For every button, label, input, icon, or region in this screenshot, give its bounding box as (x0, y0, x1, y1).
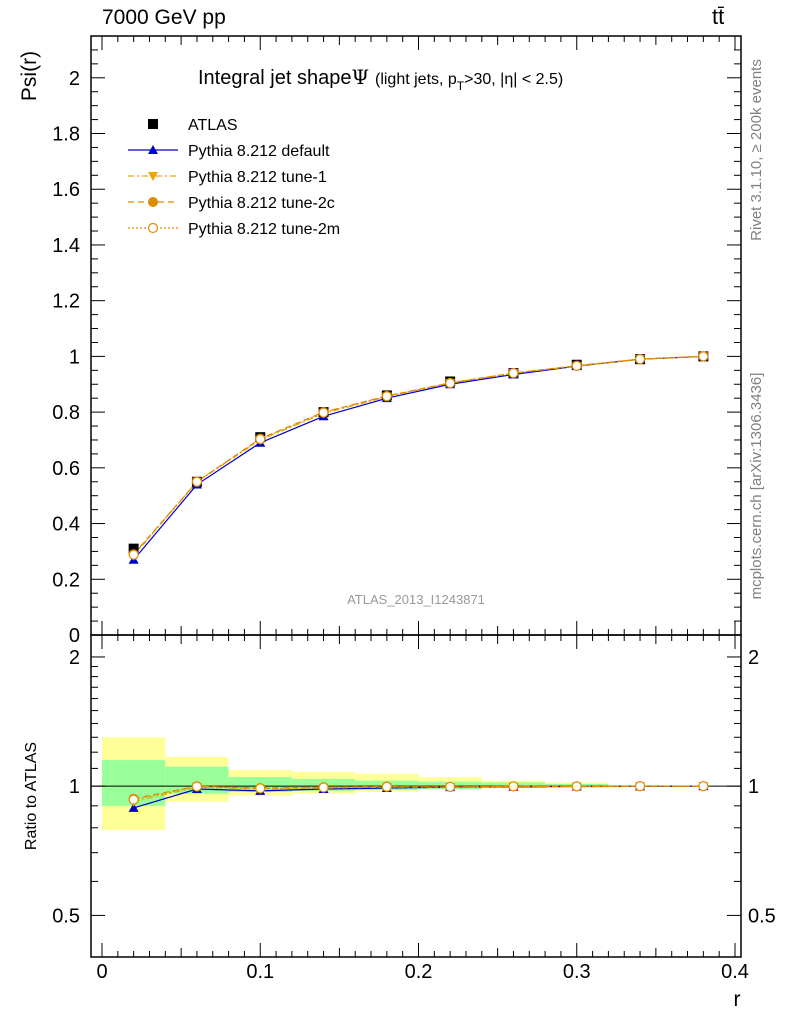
y-tick-label: 0 (69, 625, 80, 647)
x-tick-label: 0.3 (563, 961, 591, 983)
y-tick-label: 1 (69, 346, 80, 368)
data-point-ratio-3 (318, 782, 329, 793)
energy-label: 7000 GeV pp (102, 6, 226, 29)
data-point-ratio-3 (381, 781, 392, 792)
data-point-ratio-3 (255, 783, 266, 794)
legend-marker (148, 119, 158, 129)
x-axis-label: r (734, 988, 741, 1011)
data-point-ratio-3 (191, 781, 203, 792)
ratio-y-axis-label: Ratio to ATLAS (23, 742, 40, 850)
y-tick-label: 1.2 (52, 291, 80, 313)
legend-label: Pythia 8.212 default (188, 143, 330, 160)
series-line-1 (133, 355, 704, 561)
x-tick-label: 0 (96, 961, 107, 983)
chart-title: Integral jet shapeΨ (light jets, pT>30, |… (198, 65, 563, 93)
legend-marker (147, 222, 159, 234)
y-tick-label: 1.8 (52, 124, 80, 146)
data-point-main-4 (128, 549, 139, 560)
series-line-2 (133, 355, 704, 556)
y-axis-label: Psi(r) (18, 51, 41, 101)
data-point-main-4 (318, 407, 329, 418)
data-point-main-0 (128, 543, 139, 554)
source-label: mcplots.cern.ch [arXiv:1306.3436] (748, 373, 765, 600)
ratio-line-3 (133, 785, 704, 801)
y-tick-label: 1 (69, 776, 80, 798)
y-tick-label-right: 0.5 (748, 905, 776, 927)
legend-label: Pythia 8.212 tune-2c (188, 195, 335, 212)
y-tick-label: 1.6 (52, 179, 80, 201)
x-tick-label: 0.4 (721, 961, 749, 983)
x-tick-label: 0.1 (246, 961, 274, 983)
data-point-ratio-3 (634, 781, 646, 792)
legend-marker (148, 145, 158, 154)
legend-label: ATLAS (188, 117, 238, 134)
data-point-main-4 (445, 378, 456, 389)
data-point-ratio-3 (128, 794, 139, 805)
data-point-main-4 (634, 354, 646, 365)
watermark-label: ATLAS_2013_I1243871 (347, 592, 485, 607)
rivet-label: Rivet 3.1.10, ≥ 200k events (748, 59, 765, 241)
y-tick-label: 0.5 (52, 905, 80, 927)
data-point-ratio-3 (508, 781, 519, 792)
y-tick-label: 2 (69, 68, 80, 90)
y-tick-label: 1.4 (52, 235, 80, 257)
legend-marker (148, 172, 158, 181)
y-tick-label: 0.2 (52, 569, 80, 591)
process-label: tt̄ (712, 4, 725, 29)
legend-label: Pythia 8.212 tune-2m (188, 221, 340, 238)
data-point-main-4 (571, 360, 582, 371)
data-point-ratio-3 (571, 781, 582, 792)
y-tick-label: 0.6 (52, 458, 80, 480)
y-tick-label: 2 (69, 647, 80, 669)
y-tick-label: 0.8 (52, 402, 80, 424)
data-point-main-4 (381, 391, 392, 402)
data-point-ratio-3 (445, 781, 456, 793)
data-point-ratio-0 (128, 802, 139, 812)
ratio-frame (90, 634, 742, 958)
data-point-main-4 (255, 434, 266, 445)
x-tick-label: 0.2 (405, 961, 433, 983)
legend-marker (148, 197, 158, 207)
data-point-main-4 (698, 351, 709, 362)
y-tick-label-right: 2 (748, 647, 759, 669)
data-point-main-4 (508, 368, 519, 379)
series-line-4 (133, 355, 704, 556)
y-tick-label: 0.4 (52, 514, 80, 536)
y-tick-label-right: 1 (748, 776, 759, 798)
data-point-ratio-3 (698, 781, 709, 792)
legend-label: Pythia 8.212 tune-1 (188, 169, 327, 186)
data-point-main-4 (191, 476, 203, 487)
series-line-3 (133, 355, 704, 555)
